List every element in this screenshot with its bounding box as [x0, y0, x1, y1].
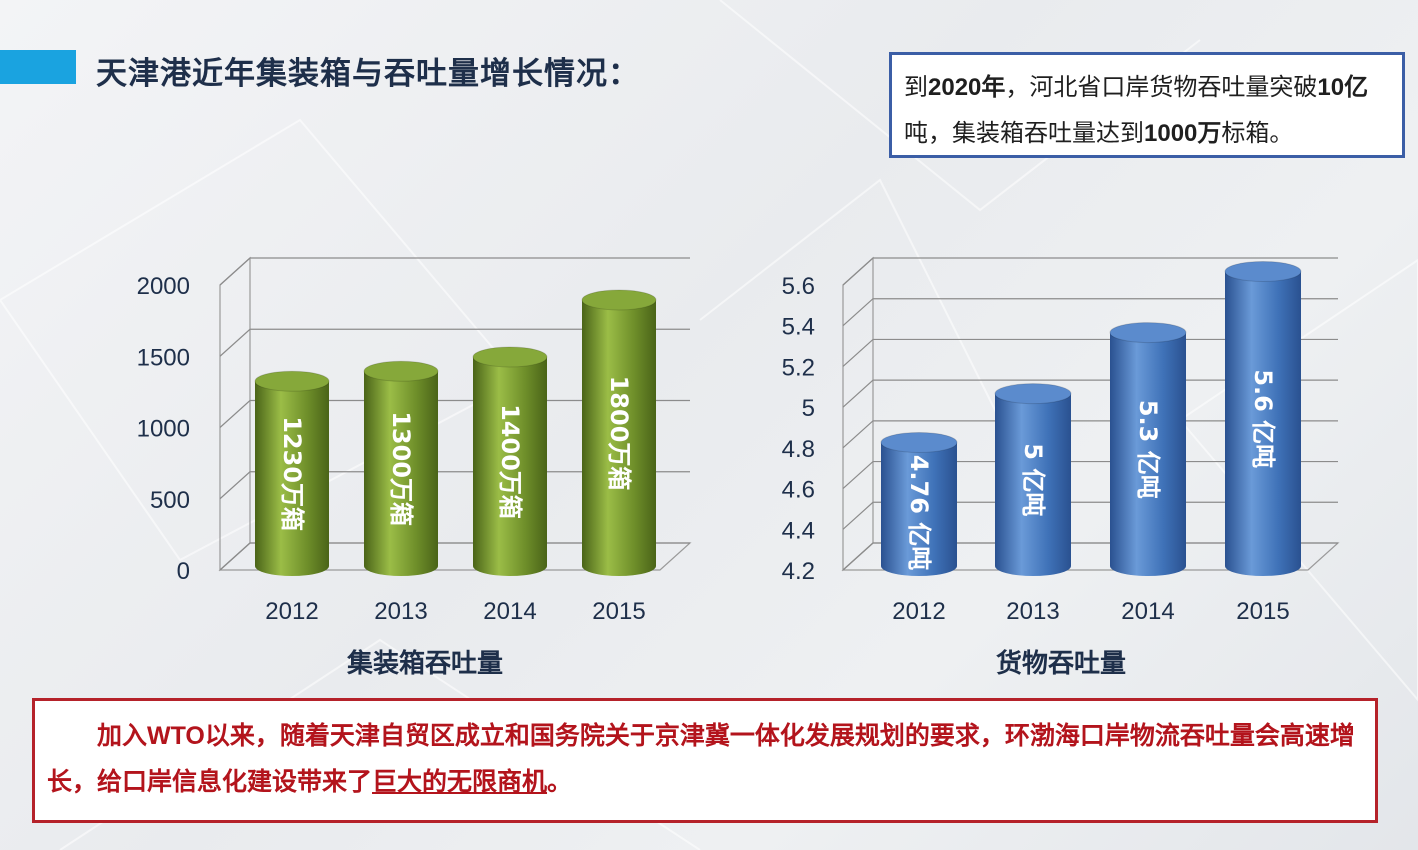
footer-text-highlight: 巨大的无限商机 [372, 768, 548, 796]
y-tick-label: 4.4 [782, 517, 815, 544]
callout-text-1: 到 [904, 74, 928, 101]
bar-top [1224, 261, 1302, 282]
bar-top [581, 289, 657, 311]
bar-body [1110, 332, 1186, 576]
y-tick-label: 1500 [137, 344, 190, 371]
data-label: 1400万箱 [496, 404, 524, 519]
bar-2015: 1800万箱 [581, 289, 657, 576]
chart-title-container: 集装箱吞吐量 [347, 648, 504, 678]
y-tick-label: 5.4 [782, 314, 815, 341]
y-tick-label: 5 [802, 395, 815, 422]
callout-container-amount: 1000万 [1144, 120, 1222, 147]
y-tick-label: 4.6 [782, 477, 815, 504]
bar-2014: 1400万箱 [472, 346, 548, 576]
callout-year: 2020年 [928, 74, 1006, 101]
bar-top [880, 432, 958, 453]
x-tick-label: 2014 [1121, 598, 1174, 625]
callout-box: 到2020年，河北省口岸货物吞吐量突破10亿吨，集装箱吞吐量达到1000万标箱。 [889, 52, 1405, 158]
callout-text-2: ，河北省口岸货物吞吐量突破 [1005, 74, 1318, 101]
y-tick-label: 1000 [137, 416, 190, 443]
bar-body [881, 442, 957, 576]
y-tick-label: 5.2 [782, 354, 815, 381]
bar-2013: 1300万箱 [363, 360, 439, 576]
bar-body [995, 393, 1071, 576]
x-tick-label: 2014 [483, 598, 536, 625]
x-tick-label: 2012 [892, 598, 945, 625]
bar-top [1109, 322, 1187, 344]
chart-side-wall [842, 256, 874, 572]
page-title: 天津港近年集装箱与吞吐量增长情况： [96, 56, 640, 91]
bar-body [473, 357, 547, 576]
chart-1: 4.2 4.4 4.6 4.8 5 5.2 5.4 5.6 4.76 亿吨 2012 5 亿吨 201… [782, 256, 1340, 625]
x-tick-label: 2015 [592, 598, 645, 625]
data-label: 1800万箱 [605, 376, 633, 491]
bar-top [254, 370, 330, 392]
gridline [842, 257, 1338, 286]
bar-2012: 4.76 亿吨 [880, 432, 958, 576]
footer-text-main: 加入WTO以来，随着天津自贸区成立和国务院关于京津冀一体化发展规划的要求，环渤海… [47, 722, 1355, 796]
chart-0: 0 500 1000 1500 2000 1230万箱 2012 1300万箱 2013 1400… [137, 256, 692, 625]
y-tick-label: 5.6 [782, 273, 815, 300]
data-label: 5 亿吨 [1019, 443, 1047, 516]
y-tick-label: 4.2 [782, 558, 815, 585]
y-tick-label: 0 [177, 558, 190, 585]
bar-2015: 5.6 亿吨 [1224, 261, 1302, 576]
bar-body [364, 371, 438, 576]
callout-text-4: 标箱。 [1221, 120, 1294, 147]
chart-title-cargo: 货物吞吐量 [996, 648, 1127, 678]
footer-statement: 加入WTO以来，随着天津自贸区成立和国务院关于京津冀一体化发展规划的要求，环渤海… [32, 698, 1378, 823]
bar-2014: 5.3 亿吨 [1109, 322, 1187, 576]
data-label: 5.3 亿吨 [1134, 400, 1162, 499]
data-label: 4.76 亿吨 [905, 455, 933, 571]
bar-2012: 1230万箱 [254, 370, 330, 576]
bar-top [472, 346, 548, 368]
callout-text-3: 吨，集装箱吞吐量达到 [904, 120, 1144, 147]
x-tick-label: 2013 [1006, 598, 1059, 625]
bar-body [255, 381, 329, 576]
y-tick-label: 4.8 [782, 436, 815, 463]
y-tick-label: 500 [150, 487, 190, 514]
gridline [219, 257, 690, 286]
callout-cargo-amount: 10亿 [1317, 74, 1369, 101]
bar-2013: 5 亿吨 [994, 383, 1072, 576]
bar-top [994, 383, 1072, 405]
x-tick-label: 2013 [374, 598, 427, 625]
bar-top [363, 360, 439, 382]
footer-text-end: 。 [547, 768, 573, 796]
bar-body [1225, 271, 1301, 576]
y-tick-label: 2000 [137, 273, 190, 300]
bar-body [582, 300, 656, 576]
data-label: 1230万箱 [278, 416, 306, 531]
title-accent-bar [0, 50, 76, 84]
x-tick-label: 2015 [1236, 598, 1289, 625]
data-label: 1300万箱 [387, 411, 415, 526]
gridline [219, 328, 690, 357]
gridline [842, 298, 1338, 327]
data-label: 5.6 亿吨 [1249, 369, 1277, 468]
x-tick-label: 2012 [265, 598, 318, 625]
